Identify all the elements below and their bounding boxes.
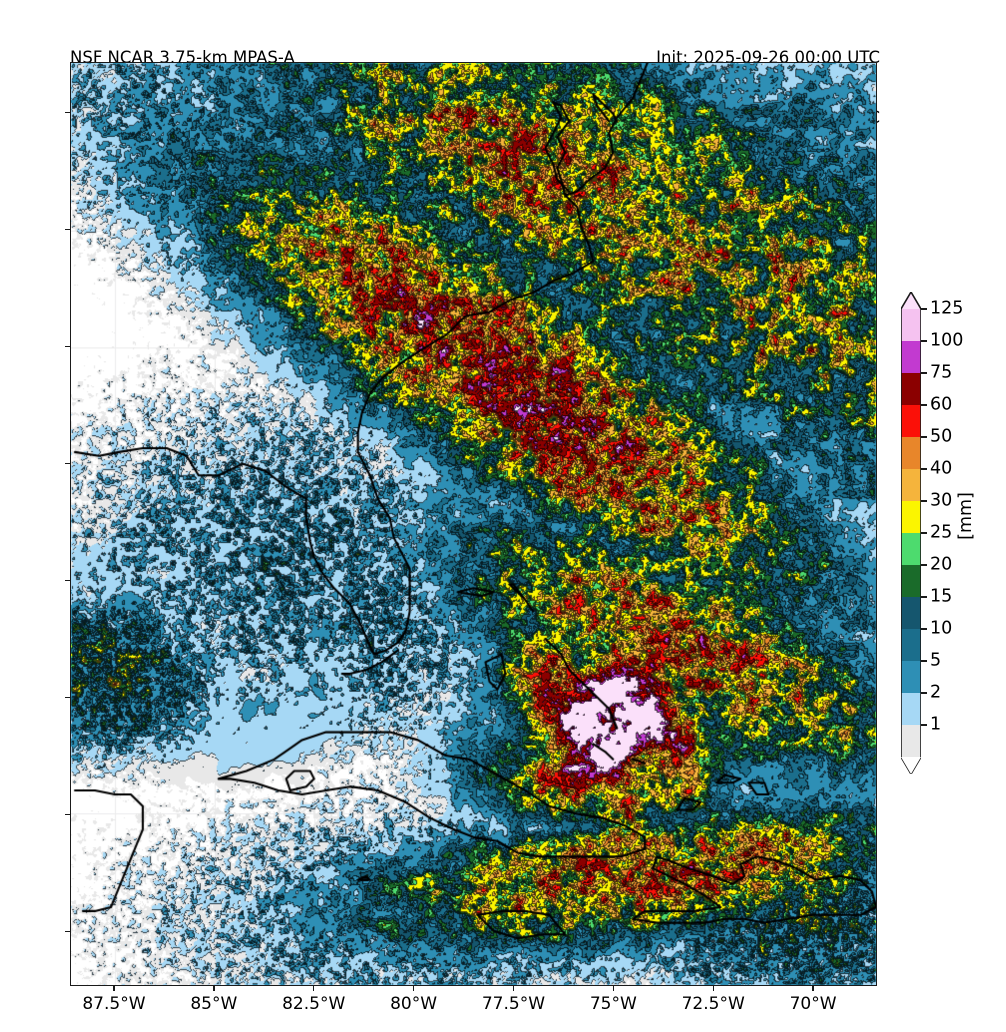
colorbar-swatch (901, 693, 921, 725)
longitude-tickmark (113, 986, 115, 991)
longitude-tick-label: 82.5°W (282, 994, 346, 1014)
colorbar-swatch (901, 661, 921, 693)
colorbar-swatch (901, 405, 921, 437)
colorbar-tickmark (921, 372, 927, 374)
longitude-tickmark (712, 986, 714, 991)
colorbar-tick-label: 20 (930, 554, 953, 575)
colorbar-tick-label: 40 (930, 458, 953, 479)
colorbar-swatch (901, 437, 921, 469)
colorbar-tickmark (921, 564, 927, 566)
latitude-tickmark (65, 228, 70, 231)
longitude-tick-label: 85°W (190, 994, 238, 1014)
colorbar-swatches (901, 309, 921, 757)
map-plot-area (70, 62, 877, 986)
colorbar-swatch (901, 597, 921, 629)
colorbar-tickmark (921, 308, 927, 310)
latitude-tickmark (65, 462, 70, 465)
colorbar-tick-label: 50 (930, 426, 953, 447)
latitude-tickmark (65, 813, 70, 816)
longitude-tick-label: 80°W (390, 994, 438, 1014)
colorbar-tick-label: 2 (930, 682, 942, 703)
longitude-tickmark (312, 986, 315, 991)
colorbar-tick-label: 1 (930, 714, 942, 735)
colorbar-tick-label: 75 (930, 362, 953, 383)
colorbar-swatch (901, 469, 921, 501)
longitude-tick-label: 87.5°W (82, 994, 146, 1014)
colorbar[interactable]: 125 100 75 60 50 40 30 25 20 15 10 5 2 1 (901, 292, 963, 774)
colorbar-tickmark (921, 404, 927, 406)
longitude-tick-label: 77.5°W (481, 994, 546, 1014)
colorbar-over-arrow (901, 292, 921, 309)
latitude-tickmark (65, 696, 70, 699)
colorbar-tickmark (921, 468, 927, 470)
colorbar-tickmark (921, 532, 927, 534)
latitude-tickmark (65, 930, 70, 933)
colorbar-tickmark (921, 436, 927, 438)
precipitation-map-canvas (71, 63, 876, 985)
colorbar-swatch (901, 373, 921, 405)
colorbar-tick-label: 60 (930, 394, 953, 415)
colorbar-tickmark (921, 628, 927, 630)
longitude-tick-label: 75°W (589, 994, 637, 1014)
colorbar-tick-label: 25 (930, 522, 953, 543)
colorbar-tick-label: 125 (930, 298, 964, 319)
longitude-tick-label: 70°W (789, 994, 837, 1014)
colorbar-tickmark (921, 692, 927, 694)
colorbar-swatch (901, 565, 921, 597)
longitude-tickmark (512, 986, 515, 991)
longitude-tickmark (412, 986, 415, 991)
latitude-tickmark (65, 111, 70, 114)
latitude-tickmark (65, 579, 70, 582)
colorbar-under-arrow (901, 757, 921, 774)
colorbar-swatch (901, 533, 921, 565)
colorbar-tickmark (921, 340, 927, 342)
longitude-tick-label: 72.5°W (681, 994, 745, 1014)
colorbar-tick-label: 5 (930, 650, 942, 671)
colorbar-swatch (901, 725, 921, 757)
longitude-tickmark (812, 986, 814, 991)
longitude-tickmark (213, 986, 215, 991)
colorbar-tickmark (921, 596, 927, 598)
colorbar-swatch (901, 501, 921, 533)
colorbar-units-label: [mm] (956, 492, 976, 540)
colorbar-tickmark (921, 500, 927, 502)
colorbar-tick-label: 30 (930, 490, 953, 511)
colorbar-tickmark (921, 724, 927, 726)
colorbar-tick-label: 100 (930, 330, 964, 351)
colorbar-tick-label: 15 (930, 586, 953, 607)
longitude-tickmark (612, 986, 615, 991)
colorbar-tick-label: 10 (930, 618, 953, 639)
colorbar-swatch (901, 341, 921, 373)
latitude-tickmark (65, 345, 70, 348)
colorbar-swatch (901, 309, 921, 341)
colorbar-tickmark (921, 660, 927, 662)
colorbar-swatch (901, 629, 921, 661)
